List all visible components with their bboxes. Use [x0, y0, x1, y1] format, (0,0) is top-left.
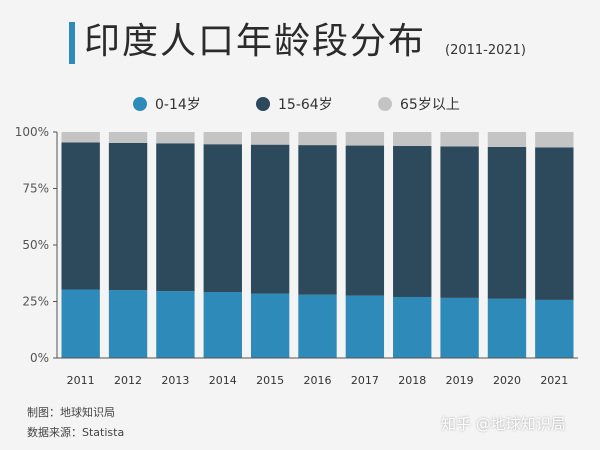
bar-segment-2021-65-plus: [535, 132, 574, 148]
credit-text: 制图：地球知识局: [27, 406, 115, 419]
bar-segment-2016-15-64: [298, 145, 337, 295]
legend-swatch-0-14: [133, 97, 147, 111]
bar-segment-2020-0-14: [487, 298, 527, 358]
bar-segment-2018-0-14: [393, 296, 432, 358]
bar-segment-2012-15-64: [108, 142, 148, 291]
legend-item-65-plus: 65岁以上: [378, 94, 460, 114]
watermark-text: 知乎 @地球知识局: [441, 415, 566, 433]
bar-segment-2021-15-64: [535, 147, 574, 300]
bar-segment-2017-0-14: [345, 295, 385, 358]
bar-segment-2012-65-plus: [108, 132, 148, 143]
x-tick-label: 2019: [446, 374, 474, 387]
legend-swatch-65-plus: [378, 97, 392, 111]
y-tick-label: 50%: [22, 238, 49, 252]
x-tick-label: 2017: [351, 374, 379, 387]
x-tick-label: 2013: [161, 374, 189, 387]
legend-label-0-14: 0-14岁: [155, 97, 201, 113]
bar-segment-2020-65-plus: [487, 132, 527, 147]
bar-segment-2019-15-64: [440, 146, 479, 298]
bar-segment-2018-15-64: [393, 146, 432, 297]
bar-segment-2014-15-64: [203, 144, 242, 293]
bar-segment-2013-65-plus: [156, 132, 195, 144]
bar-segment-2011-65-plus: [61, 132, 100, 143]
x-tick-label: 2012: [114, 374, 142, 387]
bar-segment-2021-0-14: [535, 299, 574, 358]
bar-segment-2015-65-plus: [250, 132, 290, 145]
y-tick-label: 0%: [30, 351, 49, 365]
legend-label-65-plus: 65岁以上: [400, 97, 460, 113]
bar-segment-2019-65-plus: [440, 132, 479, 147]
chart-subtitle: (2011-2021): [445, 43, 527, 58]
bar-segment-2011-0-14: [61, 289, 100, 358]
y-tick-label: 100%: [15, 125, 49, 139]
x-tick-label: 2021: [540, 374, 568, 387]
x-tick-label: 2015: [256, 374, 284, 387]
x-tick-label: 2016: [304, 374, 332, 387]
legend-item-15-64: 15-64岁: [256, 94, 333, 114]
bar-segment-2019-0-14: [440, 297, 479, 358]
x-tick-label: 2014: [209, 374, 237, 387]
legend-label-15-64: 15-64岁: [278, 97, 333, 113]
bar-segment-2016-65-plus: [298, 132, 337, 146]
bar-segment-2011-15-64: [61, 142, 100, 290]
bar-segment-2012-0-14: [108, 290, 148, 358]
bar-segment-2015-0-14: [250, 293, 290, 358]
legend-swatch-15-64: [256, 97, 270, 111]
x-tick-label: 2018: [398, 374, 426, 387]
x-tick-label: 2020: [493, 374, 521, 387]
title-accent-bar: [69, 22, 75, 64]
bar-segment-2013-15-64: [156, 143, 195, 292]
y-tick-label: 25%: [22, 295, 49, 309]
bar-segment-2018-65-plus: [393, 132, 432, 147]
bar-segment-2017-15-64: [345, 145, 385, 296]
bar-segment-2020-15-64: [487, 146, 527, 299]
x-tick-label: 2011: [67, 374, 95, 387]
bar-segment-2016-0-14: [298, 294, 337, 358]
y-tick-label: 75%: [22, 182, 49, 196]
bar-segment-2017-65-plus: [345, 132, 385, 146]
legend-item-0-14: 0-14岁: [133, 94, 201, 114]
chart-title: 印度人口年龄段分布: [84, 21, 427, 62]
source-text: 数据来源：Statista: [27, 426, 125, 439]
bar-segment-2015-15-64: [250, 144, 290, 294]
bar-segment-2013-0-14: [156, 291, 195, 358]
bar-segment-2014-0-14: [203, 292, 242, 358]
bar-segment-2014-65-plus: [203, 132, 242, 145]
legend: 0-14岁 15-64岁 65岁以上: [0, 94, 600, 114]
